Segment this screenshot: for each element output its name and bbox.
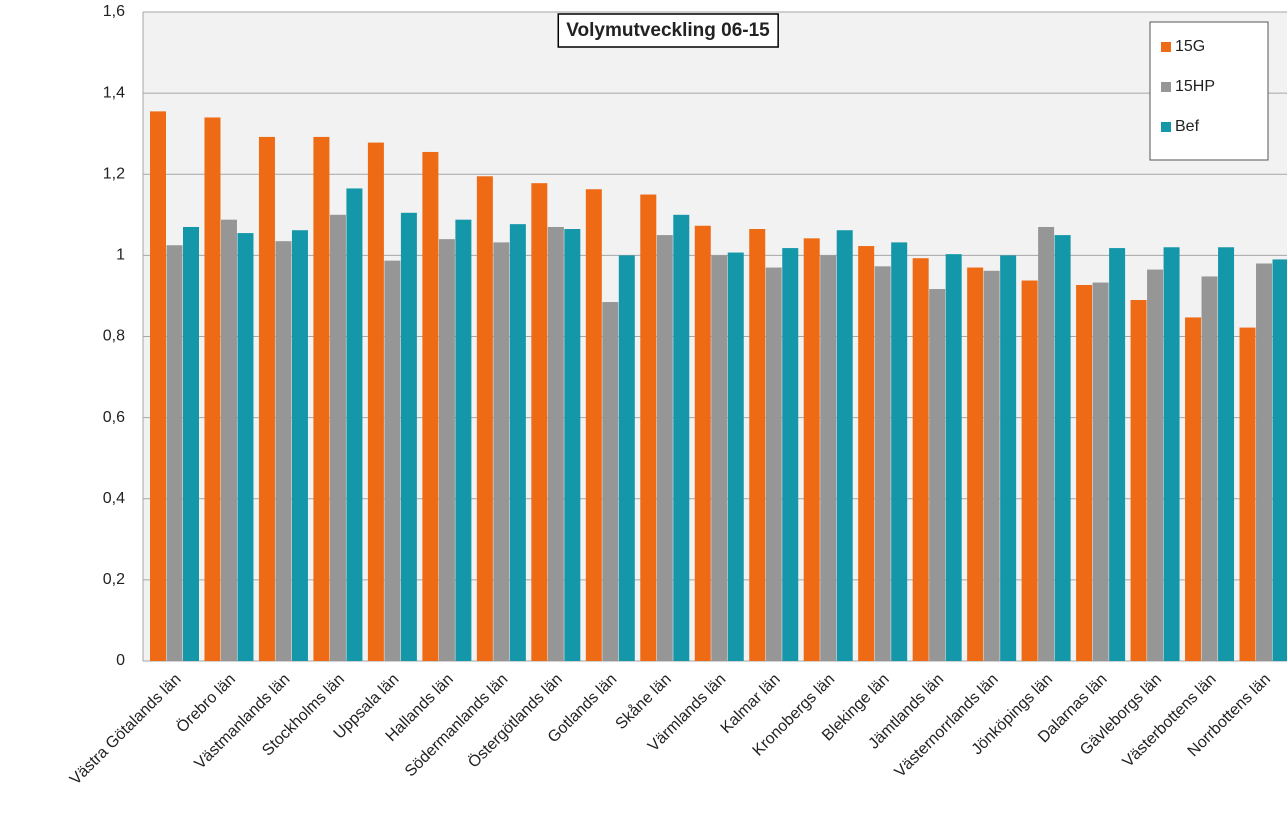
bar (1272, 259, 1287, 661)
bar (618, 255, 635, 661)
bar (1000, 255, 1017, 661)
bar (509, 224, 526, 661)
bar (531, 183, 548, 661)
bar (166, 245, 183, 661)
x-tick-label: Östergötlands län (464, 670, 565, 771)
y-tick-label: 0,4 (103, 490, 125, 507)
bar (1147, 269, 1164, 661)
bar (1185, 317, 1202, 661)
y-tick-label: 0,8 (103, 328, 125, 345)
y-tick-label: 1,4 (103, 84, 125, 101)
bar (313, 136, 330, 661)
legend-swatch (1161, 82, 1171, 92)
legend-swatch (1161, 122, 1171, 132)
bar (640, 194, 657, 661)
bar (204, 117, 221, 661)
y-tick-label: 0,6 (103, 409, 125, 426)
bar (346, 188, 363, 661)
bar (455, 219, 472, 661)
bar (602, 302, 619, 661)
bar (476, 176, 493, 661)
bar (291, 230, 308, 661)
chart-title: Volymutveckling 06-15 (566, 20, 770, 41)
bar (929, 289, 946, 661)
title-box (557, 13, 779, 48)
bar (1218, 247, 1235, 661)
legend-swatch (1161, 42, 1171, 52)
y-tick-label: 1,6 (103, 3, 125, 20)
bar (1021, 280, 1038, 661)
bar (564, 229, 581, 661)
bar (585, 189, 602, 661)
bar (220, 219, 237, 661)
y-tick-label: 1 (116, 247, 125, 264)
bar (1239, 327, 1256, 661)
bar (749, 229, 766, 661)
legend-label: 15HP (1175, 78, 1215, 95)
bar (150, 111, 166, 662)
legend-label: 15G (1175, 38, 1205, 55)
bar (983, 270, 1000, 661)
bar (438, 239, 455, 661)
bar (237, 233, 254, 662)
bar (384, 260, 401, 661)
bar (782, 248, 799, 662)
bar (400, 212, 417, 662)
bar (329, 214, 346, 661)
bar (874, 266, 891, 661)
bar (258, 136, 275, 661)
bar (1092, 282, 1109, 661)
bar (367, 142, 384, 661)
bar (694, 225, 711, 661)
bar (422, 151, 439, 662)
bar (547, 226, 564, 661)
bar (1256, 263, 1273, 661)
bar (1076, 284, 1093, 661)
bar (891, 242, 908, 661)
bar (183, 226, 199, 661)
y-tick-label: 0,2 (103, 571, 125, 588)
bar (673, 214, 690, 661)
bar (1130, 299, 1147, 661)
bar (803, 238, 820, 661)
bar (1109, 248, 1126, 662)
x-tick-label: Västmanlands län (192, 671, 294, 773)
bar (820, 255, 837, 661)
bar (711, 255, 728, 661)
bar (1038, 226, 1055, 661)
x-tick-label: Södermanlands län (402, 671, 512, 781)
bar (1201, 276, 1218, 661)
bar (945, 254, 962, 661)
bar (912, 258, 929, 661)
bar (765, 267, 782, 661)
x-tick-label: Västra Götalands län (67, 671, 185, 789)
x-tick-label: Västerbottens län (1120, 671, 1220, 771)
bar (1163, 247, 1180, 661)
bar (1054, 235, 1071, 661)
bar (967, 267, 984, 661)
legend-label: Bef (1175, 118, 1200, 135)
x-tick-label: Västernorrlands län (892, 671, 1002, 781)
y-tick-label: 1,2 (103, 165, 125, 182)
bar (275, 241, 292, 661)
bar (493, 242, 510, 661)
bar (836, 230, 853, 661)
bar (656, 235, 673, 661)
y-tick-label: 0 (116, 652, 125, 669)
bar (727, 252, 744, 661)
bar (858, 246, 875, 661)
